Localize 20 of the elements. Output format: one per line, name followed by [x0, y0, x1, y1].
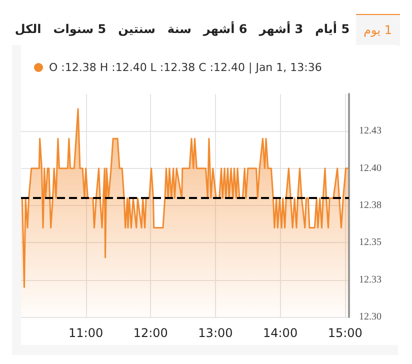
y-tick-label: 12.33 — [359, 274, 382, 286]
y-tick-label: 12.30 — [359, 312, 382, 322]
y-tick-label: 12.40 — [359, 162, 382, 174]
x-tick-label: 15:00 — [328, 326, 362, 340]
x-tick-label: 14:00 — [262, 326, 298, 340]
y-tick-label: 12.43 — [359, 126, 382, 137]
text: 3 أشهر — [258, 20, 304, 38]
text: سنتين — [117, 21, 156, 38]
y-tick-label: 12.35 — [359, 237, 382, 248]
text: 6 أشهر — [202, 20, 248, 38]
x-tick-label: 13:00 — [198, 326, 233, 340]
text: 1 يوم — [356, 14, 400, 46]
text: الكل — [14, 21, 42, 38]
x-tick-label: 11:00 — [68, 326, 104, 340]
text: 5 سنوات — [52, 21, 108, 38]
text: O :12.38 H :12.40 L :12.38 C :12.40 | Jan 1, 13:36 — [49, 61, 322, 74]
text: سنة — [166, 21, 192, 38]
text: 5 أيام — [314, 20, 351, 38]
x-tick-label: 12:00 — [133, 326, 168, 340]
y-tick-label: 12.38 — [359, 200, 382, 211]
